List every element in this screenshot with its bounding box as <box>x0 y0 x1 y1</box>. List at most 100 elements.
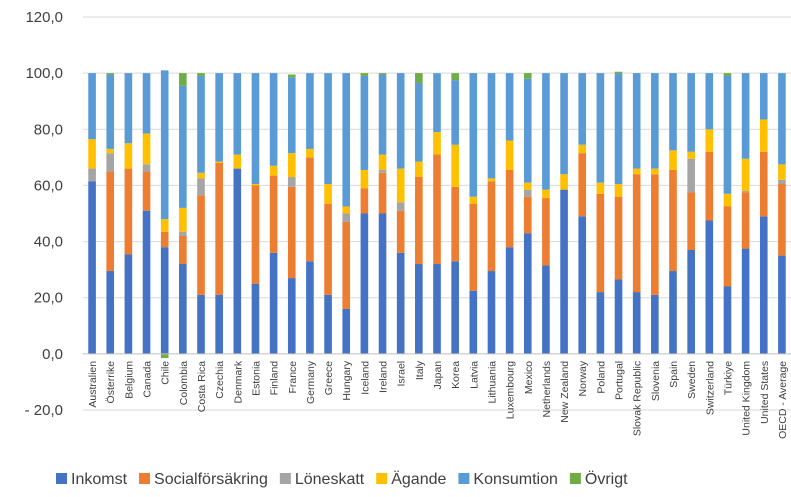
x-category-label: Greece <box>323 361 335 396</box>
bar-segment <box>651 174 659 295</box>
bar-segment <box>88 139 96 169</box>
bar-segment <box>251 184 260 186</box>
bar-segment <box>160 247 169 354</box>
bar-segment <box>197 178 205 196</box>
bar-segment <box>324 294 332 354</box>
bar-segment <box>487 73 496 179</box>
bar-segment <box>687 192 695 250</box>
bar-segment <box>596 73 605 183</box>
legend: Inkomst Socialförsäkring Löneskatt Ägande Ko… <box>56 470 628 488</box>
bar-segment <box>542 189 550 199</box>
x-category-label: Korea <box>450 361 462 389</box>
bar-segment <box>705 220 714 354</box>
x-category-label: Hungary <box>341 360 353 400</box>
bar-segment <box>560 73 568 175</box>
bar-segment <box>142 210 151 354</box>
legend-item: Övrigt <box>569 470 628 488</box>
bar-segment <box>778 179 786 185</box>
bar-segment <box>451 144 459 187</box>
bar-segment <box>342 221 351 309</box>
bar-segment <box>759 119 768 152</box>
x-category-label: Netherlands <box>541 361 553 418</box>
x-category-label: United States <box>759 361 771 424</box>
x-category-label: Portugal <box>614 361 626 400</box>
legend-label: Löneskatt <box>295 471 365 488</box>
bar-segment <box>396 168 405 203</box>
bar-segment <box>287 186 296 279</box>
y-tick-label: 60,0 <box>34 177 63 194</box>
bar-segment <box>342 213 351 222</box>
bar-segment <box>523 182 532 190</box>
bar-segment <box>759 73 768 120</box>
bar-segment <box>197 195 205 295</box>
bar-segment <box>487 271 496 354</box>
bar-segment <box>433 264 441 354</box>
y-tick-label: 20,0 <box>34 290 63 307</box>
bar-segment <box>632 174 641 293</box>
bar-segment <box>560 174 568 190</box>
bar-segment <box>360 188 369 214</box>
legend-label: Socialförsäkring <box>154 471 268 488</box>
bar-segment <box>360 73 369 76</box>
bar-segment <box>215 162 223 295</box>
x-category-label: Switzerland <box>704 361 716 415</box>
bar-segment <box>669 150 677 170</box>
bar-segment <box>215 73 223 162</box>
bar-segment <box>106 74 115 149</box>
x-category-label: Latvia <box>468 361 480 389</box>
bar-segment <box>396 210 405 253</box>
bar-segment <box>306 157 314 262</box>
bar-segment <box>396 252 405 354</box>
bar-segment <box>342 73 351 207</box>
bar-segment <box>179 264 187 354</box>
y-tick-label: - 20,0 <box>25 402 63 419</box>
x-category-label: Slovak Republic <box>632 361 644 436</box>
bar-segment <box>523 78 532 183</box>
bar-segment <box>396 73 405 169</box>
bar-segment <box>269 252 278 354</box>
bar-segment <box>505 247 514 354</box>
bar-segment <box>106 171 115 272</box>
bar-segment <box>614 73 623 185</box>
bar-segment <box>360 213 369 354</box>
y-axis-tick-labels: - 20,0 0,0 20,0 40,0 60,0 80,0 100,0 120,0 <box>25 9 63 419</box>
bar-segment <box>505 169 514 248</box>
bar-segment <box>705 129 714 152</box>
legend-item: Konsumtion <box>458 471 558 488</box>
bar-segment <box>306 261 314 354</box>
bar-segment <box>160 219 169 232</box>
legend-label: Ägande <box>391 470 446 488</box>
bar-segment <box>360 75 369 170</box>
bar-segment <box>378 74 387 155</box>
bar-segment <box>106 271 115 354</box>
bar-segment <box>142 133 151 165</box>
bar-segment <box>106 148 115 154</box>
bar-segment <box>778 255 786 354</box>
bar-segment <box>723 73 732 76</box>
x-category-label: Spain <box>668 361 680 388</box>
bar-segment <box>269 73 278 166</box>
bar-segment <box>741 158 750 192</box>
bar-segment <box>215 294 223 354</box>
bar-segment <box>741 192 750 249</box>
bar-segment <box>596 182 605 194</box>
legend-swatch <box>56 473 67 484</box>
x-category-label: New Zealand <box>559 361 571 423</box>
bar-segment <box>669 73 677 151</box>
x-category-label: Lithuania <box>486 361 498 404</box>
bar-segment <box>197 73 205 76</box>
bar-segment <box>469 203 478 291</box>
bar-segment <box>396 202 405 211</box>
bar-segment <box>469 290 478 354</box>
bar-segment <box>287 74 296 78</box>
bar-segment <box>469 196 478 204</box>
bar-segment <box>451 73 459 81</box>
bar-segment <box>705 151 714 221</box>
bar-segment <box>415 82 423 162</box>
bar-segment <box>233 154 242 169</box>
bar-segment <box>124 254 133 354</box>
x-category-label: Finland <box>269 361 281 396</box>
bar-segment <box>778 73 786 165</box>
bar-segment <box>433 73 441 133</box>
bar-segment <box>687 73 695 152</box>
